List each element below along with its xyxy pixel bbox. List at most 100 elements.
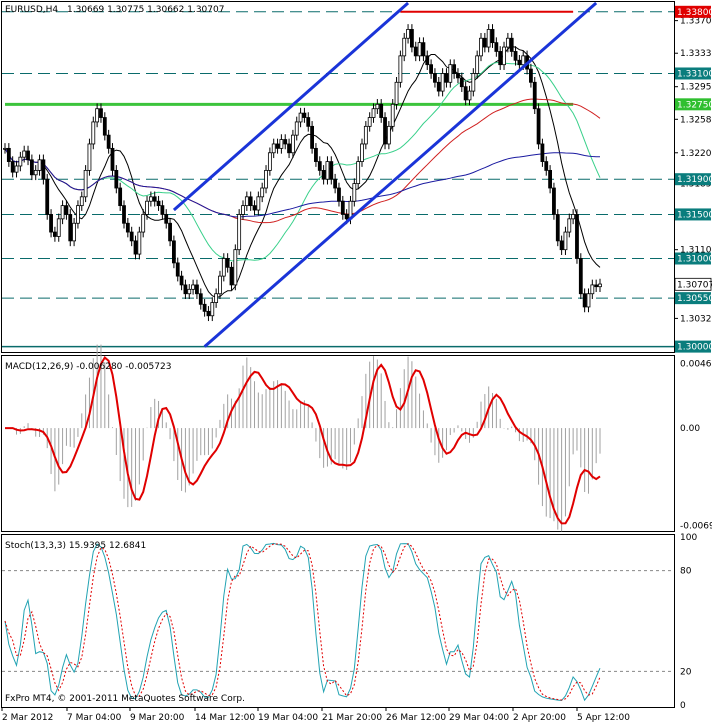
candle bbox=[33, 169, 38, 176]
candle bbox=[291, 134, 295, 154]
candle bbox=[502, 46, 506, 66]
candle bbox=[379, 103, 384, 118]
candle bbox=[3, 147, 7, 150]
candle bbox=[582, 293, 587, 308]
x-tick-label: 5 Apr 12:00 bbox=[577, 713, 630, 723]
candle bbox=[156, 200, 161, 207]
candle bbox=[417, 42, 422, 57]
stoch-layer bbox=[2, 542, 674, 702]
copyright-label: FxPro MT4, © 2001-2011 MetaQuotes Softwa… bbox=[5, 694, 245, 704]
candle bbox=[321, 169, 326, 180]
candle bbox=[310, 125, 314, 149]
macd-tick-label: -0.00696 bbox=[680, 522, 712, 532]
price-tick-label: 1.32200 bbox=[680, 149, 712, 159]
x-tick-label: 29 Mar 04:00 bbox=[449, 713, 509, 723]
candle bbox=[95, 108, 100, 123]
candle bbox=[425, 55, 430, 66]
candle bbox=[37, 159, 42, 171]
candle bbox=[271, 143, 276, 154]
candle bbox=[333, 178, 338, 189]
candle bbox=[575, 214, 579, 259]
candle bbox=[267, 152, 272, 171]
candle bbox=[521, 55, 526, 66]
candle bbox=[505, 37, 510, 48]
candle bbox=[598, 283, 602, 288]
stoch-tick-label: 100 bbox=[680, 533, 697, 543]
price-level-label: 1.33100 bbox=[677, 69, 712, 79]
candle bbox=[160, 205, 165, 215]
axis-layer: 1.337001.333301.329501.325801.322001.318… bbox=[1, 5, 712, 723]
candle bbox=[179, 275, 184, 286]
candle bbox=[456, 73, 460, 79]
candle bbox=[467, 90, 472, 101]
candle bbox=[218, 275, 222, 295]
candle bbox=[195, 284, 199, 295]
candle bbox=[29, 159, 34, 176]
candle bbox=[233, 249, 238, 286]
candle bbox=[337, 187, 341, 202]
candle bbox=[325, 161, 330, 180]
candle bbox=[279, 139, 284, 149]
candle bbox=[371, 108, 376, 118]
candle bbox=[471, 73, 476, 92]
candle bbox=[6, 147, 11, 162]
candle bbox=[64, 205, 69, 215]
candle bbox=[187, 288, 192, 295]
candle bbox=[475, 55, 480, 74]
price-level-label: 1.31900 bbox=[677, 175, 712, 185]
candle bbox=[586, 293, 591, 308]
price-tick-label: 1.32580 bbox=[680, 115, 712, 125]
candle bbox=[275, 143, 280, 149]
macd-label: MACD(12,26,9) -0.006280 -0.005723 bbox=[5, 362, 171, 372]
candle bbox=[532, 81, 537, 110]
stoch-main-line bbox=[4, 542, 601, 702]
price-level-label: 1.33800 bbox=[677, 8, 712, 18]
candle bbox=[356, 161, 361, 185]
candle bbox=[183, 284, 188, 295]
candle bbox=[99, 108, 103, 118]
candle bbox=[571, 214, 576, 220]
x-tick-label: 26 Mar 12:00 bbox=[386, 713, 446, 723]
candle bbox=[490, 29, 495, 44]
candle bbox=[244, 196, 249, 207]
candle bbox=[482, 37, 487, 48]
candle bbox=[410, 29, 414, 48]
candle bbox=[260, 187, 265, 198]
price-level-label: 1.32750 bbox=[677, 100, 712, 110]
candle bbox=[221, 258, 226, 277]
candle bbox=[114, 169, 119, 189]
candle bbox=[56, 218, 61, 237]
candle bbox=[256, 196, 261, 211]
candle bbox=[578, 258, 583, 295]
stoch-tick-label: 20 bbox=[680, 667, 692, 677]
candle bbox=[590, 284, 595, 295]
price-level-badge bbox=[675, 208, 711, 221]
candle bbox=[206, 310, 211, 317]
candle bbox=[87, 143, 92, 171]
candle bbox=[394, 81, 399, 105]
candle bbox=[529, 68, 533, 83]
candle bbox=[544, 161, 549, 171]
candle bbox=[68, 214, 73, 242]
candle bbox=[76, 205, 80, 224]
candle bbox=[594, 284, 599, 288]
candle bbox=[555, 214, 560, 242]
x-tick-label: 2 Apr 20:00 bbox=[513, 713, 566, 723]
price-level-badge bbox=[674, 277, 712, 291]
candle bbox=[164, 214, 169, 224]
candle bbox=[563, 231, 568, 251]
candle bbox=[413, 46, 418, 57]
candle bbox=[264, 169, 268, 189]
trend-channel-line bbox=[172, 1, 410, 212]
candle bbox=[459, 77, 464, 88]
candle bbox=[536, 108, 541, 145]
candle bbox=[152, 196, 157, 202]
candle bbox=[540, 143, 545, 162]
price-tick-label: 1.32950 bbox=[680, 83, 712, 93]
candle bbox=[363, 125, 368, 145]
x-tick-label: 2 Mar 2012 bbox=[2, 713, 53, 723]
candle bbox=[26, 150, 30, 161]
candle bbox=[241, 205, 245, 215]
candle bbox=[137, 231, 142, 255]
candle bbox=[141, 214, 146, 233]
